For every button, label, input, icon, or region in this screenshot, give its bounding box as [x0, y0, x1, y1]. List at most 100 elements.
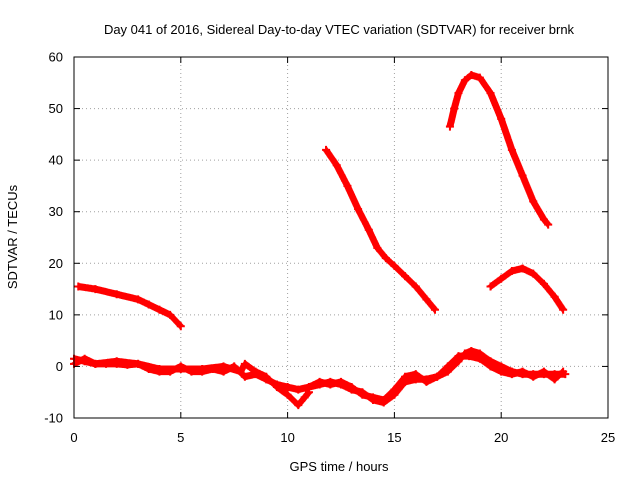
data-point — [507, 267, 516, 276]
y-tick-label: 10 — [49, 307, 63, 322]
data-point — [381, 254, 390, 263]
data-point — [369, 393, 378, 402]
data-point — [166, 310, 175, 319]
series-markers — [446, 71, 552, 229]
tick-layer: 0 5 10 15 20 25 -10 0 10 20 30 40 50 60 — [44, 50, 615, 446]
y-tick-label: 30 — [49, 204, 63, 219]
data-point — [539, 367, 548, 376]
x-tick-label: 10 — [280, 430, 294, 445]
data-point — [411, 282, 420, 291]
data-point — [539, 279, 548, 288]
data-point — [529, 372, 538, 381]
data-point — [539, 215, 548, 224]
data-point — [497, 274, 506, 283]
data-point — [198, 365, 207, 374]
data-point — [454, 352, 463, 361]
data-point — [422, 295, 431, 304]
plot-frame — [73, 56, 609, 419]
y-tick-label: 20 — [49, 256, 63, 271]
series-arc-7 — [304, 352, 568, 404]
data-point — [176, 365, 185, 374]
data-point — [550, 292, 559, 301]
data-layer — [70, 71, 570, 410]
data-point — [91, 359, 100, 368]
data-point — [544, 220, 553, 229]
data-point — [112, 357, 121, 366]
data-point — [550, 375, 559, 384]
data-point — [497, 114, 506, 123]
y-tick-label: -10 — [44, 411, 63, 426]
data-point — [411, 370, 420, 379]
data-point — [390, 261, 399, 270]
data-point — [529, 269, 538, 278]
data-point — [315, 377, 324, 386]
data-point — [358, 390, 367, 399]
data-point — [373, 243, 382, 252]
data-point — [401, 272, 410, 281]
data-point — [559, 367, 568, 376]
y-tick-label: 0 — [56, 359, 63, 374]
data-point — [294, 385, 303, 394]
data-point — [518, 171, 527, 180]
data-point — [176, 322, 185, 331]
data-point — [467, 71, 476, 80]
data-point — [343, 181, 352, 190]
data-point — [475, 354, 484, 363]
x-tick-label: 0 — [70, 430, 77, 445]
series-markers — [322, 146, 439, 314]
series-markers — [487, 264, 567, 314]
data-point — [354, 205, 363, 214]
data-point — [465, 352, 474, 361]
series-arc-3 — [445, 71, 553, 229]
y-axis-label: SDTVAR / TECUs — [5, 184, 20, 289]
data-point — [454, 89, 463, 98]
data-point — [283, 383, 292, 392]
data-point — [144, 300, 153, 309]
series-arc-4 — [486, 264, 568, 314]
data-point — [155, 305, 164, 314]
data-point — [304, 383, 313, 392]
data-point — [559, 305, 568, 314]
series-arc-5 — [70, 346, 570, 407]
series-markers — [70, 347, 569, 406]
data-point — [112, 290, 121, 299]
x-tick-label: 5 — [177, 430, 184, 445]
data-point — [497, 367, 506, 376]
data-point — [322, 145, 331, 154]
data-point — [379, 395, 388, 404]
data-point — [91, 285, 100, 294]
data-point — [518, 264, 527, 273]
y-tick-label: 60 — [49, 50, 63, 65]
data-point — [422, 377, 431, 386]
series-arc-1 — [74, 282, 185, 331]
data-point — [450, 104, 459, 113]
data-point — [486, 89, 495, 98]
data-point — [294, 401, 303, 410]
data-point — [433, 372, 442, 381]
data-point — [529, 197, 538, 206]
x-tick-label: 15 — [387, 430, 401, 445]
data-point — [475, 73, 484, 82]
data-point — [507, 370, 516, 379]
data-point — [460, 76, 469, 85]
data-point — [486, 362, 495, 371]
chart-title: Day 041 of 2016, Sidereal Day-to-day VTE… — [104, 22, 575, 37]
data-point — [326, 380, 335, 389]
data-point — [445, 122, 454, 131]
data-point — [443, 362, 452, 371]
y-tick-label: 50 — [49, 101, 63, 116]
data-point — [518, 367, 527, 376]
data-point — [251, 367, 260, 376]
data-point — [390, 385, 399, 394]
data-point — [74, 282, 83, 291]
y-tick-label: 40 — [49, 153, 63, 168]
data-point — [283, 390, 292, 399]
data-point — [347, 383, 356, 392]
data-point — [236, 367, 245, 376]
data-point — [262, 372, 271, 381]
data-point — [337, 377, 345, 386]
x-tick-label: 25 — [601, 430, 615, 445]
series-arc-2 — [322, 145, 439, 314]
data-point — [300, 393, 309, 402]
